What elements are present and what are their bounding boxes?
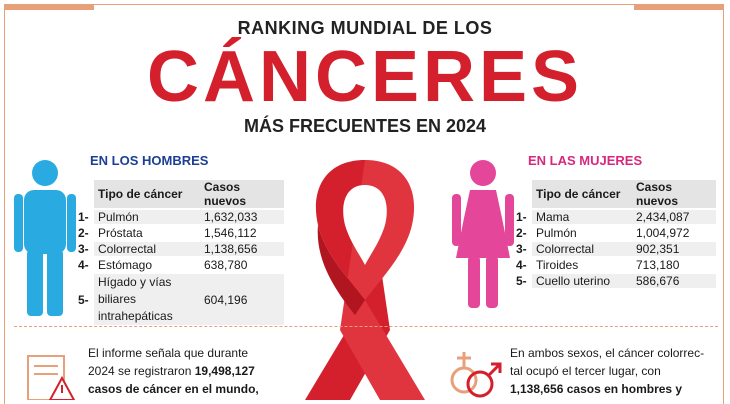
case-count: 586,676 xyxy=(632,274,716,288)
case-count: 1,138,656 xyxy=(200,242,284,256)
women-table: Tipo de cáncer Casos nuevos 1- Mama 2,43… xyxy=(516,178,716,290)
rank: 4- xyxy=(516,258,527,272)
case-count: 713,180 xyxy=(636,258,680,272)
case-count: 638,780 xyxy=(204,258,248,272)
table-row: 5- Cuello uterino 586,676 xyxy=(516,274,716,288)
title-line-1: RANKING MUNDIAL DE LOS xyxy=(237,18,493,38)
table-row: 2- Próstata 1,546,112 xyxy=(78,226,284,240)
table-row: 3- Colorrectal 902,351 xyxy=(516,242,716,256)
men-table-header: Tipo de cáncer Casos nuevos xyxy=(78,180,284,208)
text-part: casos en hombres y xyxy=(563,382,683,396)
left-paragraph: El informe señala que durante 2024 se re… xyxy=(88,344,259,398)
frame-border xyxy=(4,4,724,404)
divider xyxy=(14,326,718,327)
cancer-type-line: Hígado y vías xyxy=(98,275,172,289)
cancer-type: Colorrectal xyxy=(532,242,632,256)
table-row: 2- Pulmón 1,004,972 xyxy=(516,226,716,240)
women-col-cases: Casos nuevos xyxy=(632,180,716,208)
table-row: 5- Hígado y vías biliares intrahepáticas… xyxy=(78,274,284,325)
case-count: 1,004,972 xyxy=(636,226,690,240)
title-line-3: MÁS FRECUENTES EN 2024 xyxy=(243,116,487,136)
men-heading: EN LOS HOMBRES xyxy=(90,153,209,168)
woman-figure-icon xyxy=(452,160,514,308)
gender-symbols-icon xyxy=(450,352,502,398)
cancer-type: Pulmón xyxy=(536,226,577,240)
women-heading: EN LAS MUJERES xyxy=(528,153,643,168)
table-row: 4- Tiroides 713,180 xyxy=(516,258,716,272)
awareness-ribbon-icon xyxy=(305,160,425,400)
rank: 3- xyxy=(516,242,527,256)
cancer-type: Pulmón xyxy=(94,210,200,224)
cancer-type-line: biliares xyxy=(98,292,137,306)
title-main: CÁNCERES xyxy=(146,37,584,117)
frame-corner-right xyxy=(634,4,724,10)
rank: 1- xyxy=(516,210,527,224)
text-line: 1,138,656 casos en hombres y xyxy=(510,380,712,398)
cancer-type: Colorrectal xyxy=(94,242,200,256)
text-line: En ambos sexos, el cáncer colorrec- xyxy=(510,346,705,360)
colorectal-cases: 1,138,656 xyxy=(510,382,564,396)
women-table-header: Tipo de cáncer Casos nuevos xyxy=(516,180,716,208)
table-row: 1- Pulmón 1,632,033 xyxy=(78,210,284,224)
text-line: 2024 se registraron 19,498,127 xyxy=(88,362,259,380)
cancer-type: Hígado y vías biliares intrahepáticas xyxy=(94,274,200,325)
text-part: 2024 se registraron xyxy=(88,364,195,378)
text-line: tal ocupó el tercer lugar, con xyxy=(510,364,661,378)
women-col-type: Tipo de cáncer xyxy=(532,180,632,208)
right-paragraph: En ambos sexos, el cáncer colorrec- tal … xyxy=(510,344,712,398)
case-count: 1,546,112 xyxy=(204,226,257,240)
rank: 2- xyxy=(78,226,89,240)
cancer-type: Mama xyxy=(532,210,632,224)
cancer-type: Próstata xyxy=(98,226,143,240)
document-alert-icon xyxy=(27,355,76,400)
text-line: El informe señala que durante xyxy=(88,346,249,360)
men-table: Tipo de cáncer Casos nuevos 1- Pulmón 1,… xyxy=(78,178,284,327)
table-row: 4- Estómago 638,780 xyxy=(78,258,284,272)
cancer-type: Cuello uterino xyxy=(532,274,632,288)
case-count: 902,351 xyxy=(632,242,716,256)
cancer-type: Estómago xyxy=(98,258,153,272)
men-col-type: Tipo de cáncer xyxy=(94,180,200,208)
case-count: 604,196 xyxy=(200,274,284,325)
total-cases: 19,498,127 xyxy=(194,364,255,378)
case-count: 2,434,087 xyxy=(632,210,716,224)
rank: 4- xyxy=(78,258,89,272)
table-row: 1- Mama 2,434,087 xyxy=(516,210,716,224)
rank: 3- xyxy=(78,242,89,256)
man-figure-icon xyxy=(14,160,76,316)
table-row: 3- Colorrectal 1,138,656 xyxy=(78,242,284,256)
cancer-type-line: intrahepáticas xyxy=(98,309,173,323)
frame-corner-left xyxy=(4,4,94,10)
rank: 1- xyxy=(78,210,89,224)
men-col-cases: Casos nuevos xyxy=(200,180,284,208)
rank: 2- xyxy=(516,226,527,240)
text-line-bold: casos de cáncer en el mundo, xyxy=(88,382,259,396)
rank: 5- xyxy=(78,292,89,307)
case-count: 1,632,033 xyxy=(200,210,284,224)
cancer-type: Tiroides xyxy=(536,258,579,272)
rank: 5- xyxy=(516,274,527,288)
